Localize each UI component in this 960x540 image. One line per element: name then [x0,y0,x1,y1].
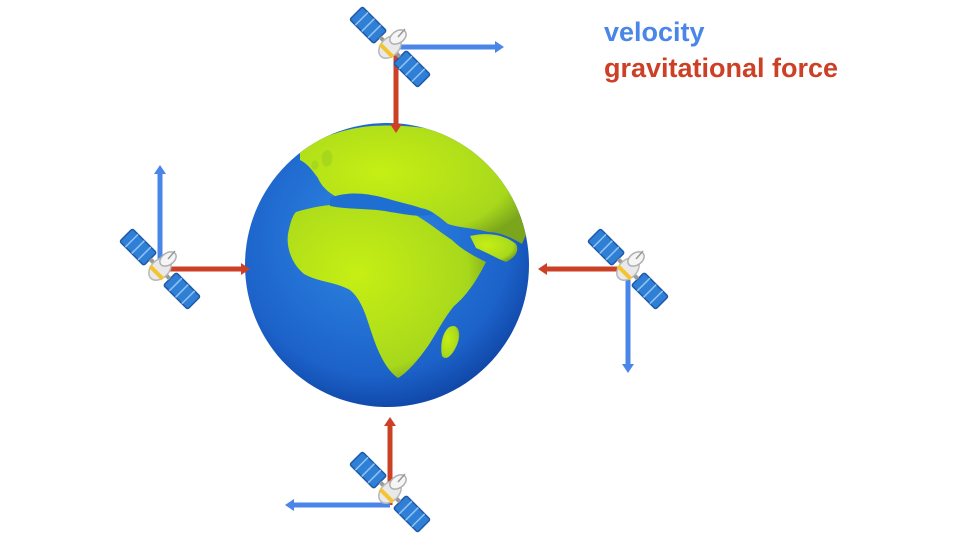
gravitational-force-arrow-right [538,263,628,275]
velocity-arrow-top [396,41,504,53]
legend-velocity-label: velocity [604,17,705,47]
velocity-arrow-left [154,165,166,269]
velocity-arrow-right [622,269,634,373]
gravitational-force-arrow-left [160,263,250,275]
earth-globe-icon [245,123,529,407]
velocity-arrow-bottom [285,499,390,511]
legend-gravitational-force-label: gravitational force [604,53,839,83]
